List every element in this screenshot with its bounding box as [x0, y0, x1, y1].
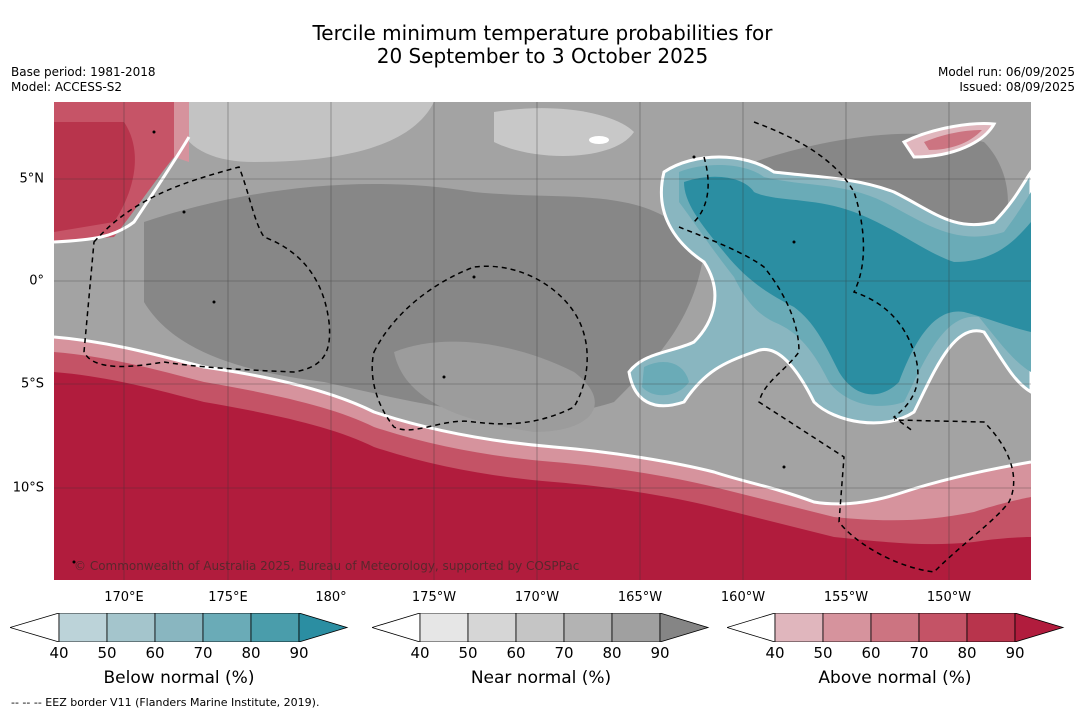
lon-label: 170°E: [104, 590, 144, 605]
colorbar-tick: 40: [49, 644, 69, 662]
near-normal-90-region: [144, 183, 704, 415]
colorbar-tick: 60: [861, 644, 881, 662]
colorbar-tick: 40: [410, 644, 430, 662]
eez-borders: [83, 121, 1015, 573]
colorbar-title-near: Near normal (%): [470, 668, 612, 688]
colorbar-tick: 70: [193, 644, 213, 662]
model-run-text: Model run: 06/09/2025: [937, 65, 1075, 79]
colorbar-tick: 80: [602, 644, 622, 662]
colorbar-tick: 90: [650, 644, 670, 662]
lat-label: 0°: [29, 273, 44, 289]
lon-label: 160°W: [720, 590, 766, 605]
above-normal-80-region: [54, 122, 135, 232]
colorbar-tick: 60: [145, 644, 165, 662]
copyright-text: © Commonwealth of Australia 2025, Bureau…: [74, 559, 579, 573]
colorbar-tick: 40: [765, 644, 785, 662]
lon-label: 170°W: [514, 590, 560, 605]
colorbar-below-normal: [10, 613, 349, 642]
lat-label: 10°S: [12, 480, 44, 496]
below-normal-70-region: [642, 362, 689, 396]
meta-right: Model run: 06/09/2025 Issued: 08/09/2025: [938, 65, 1075, 95]
above-normal-boundary: [54, 136, 191, 244]
lon-label: 175°W: [411, 590, 457, 605]
meta-left: Base period: 1981-2018 Model: ACCESS-S2: [11, 65, 156, 95]
colorbar-title-above: Above normal (%): [818, 668, 972, 688]
map-title: Tercile minimum temperature probabilitie…: [0, 22, 1085, 68]
lon-label: 180°: [315, 590, 347, 605]
colorbar-tick: 70: [554, 644, 574, 662]
base-period-text: Base period: 1981-2018: [11, 65, 156, 79]
colorbar-above-normal: [727, 613, 1065, 642]
lon-label: 150°W: [926, 590, 972, 605]
colorbar-tick: 50: [97, 644, 117, 662]
lat-label: 5°N: [19, 171, 45, 187]
colorbar-tick: 80: [957, 644, 977, 662]
above-normal-70-region: [924, 130, 982, 150]
colorbar-tick: 50: [458, 644, 478, 662]
colorbar-tick: 70: [909, 644, 929, 662]
above-normal-90-region: [54, 372, 1031, 580]
lon-label: 155°W: [823, 590, 869, 605]
title-line1: Tercile minimum temperature probabilitie…: [312, 21, 773, 45]
graticule: [54, 102, 1031, 580]
above-normal-boundary: [54, 335, 1031, 506]
islands: [72, 130, 796, 564]
near-normal-80-region: [394, 341, 595, 432]
colorbar-tick: 90: [289, 644, 309, 662]
colorbar-tick: 60: [506, 644, 526, 662]
lon-label: 165°W: [617, 590, 663, 605]
colorbar-title-below: Below normal (%): [103, 668, 255, 688]
probability-map: © Commonwealth of Australia 2025, Bureau…: [54, 102, 1031, 580]
colorbar-tick: 50: [813, 644, 833, 662]
lat-label: 5°S: [20, 376, 44, 392]
eez-footnote: -- -- -- EEZ border V11 (Flanders Marine…: [11, 696, 320, 709]
title-line2: 20 September to 3 October 2025: [376, 44, 709, 68]
model-text: Model: ACCESS-S2: [11, 80, 123, 94]
lon-label: 175°E: [208, 590, 248, 605]
colorbar-tick: 90: [1005, 644, 1025, 662]
colorbar-near-normal: [372, 613, 710, 642]
issued-text: Issued: 08/09/2025: [959, 80, 1075, 94]
near-normal-70-region: [174, 102, 434, 162]
colorbar-tick: 80: [241, 644, 261, 662]
near-normal-40-spot: [589, 136, 609, 144]
above-normal-50-region: [174, 102, 189, 162]
